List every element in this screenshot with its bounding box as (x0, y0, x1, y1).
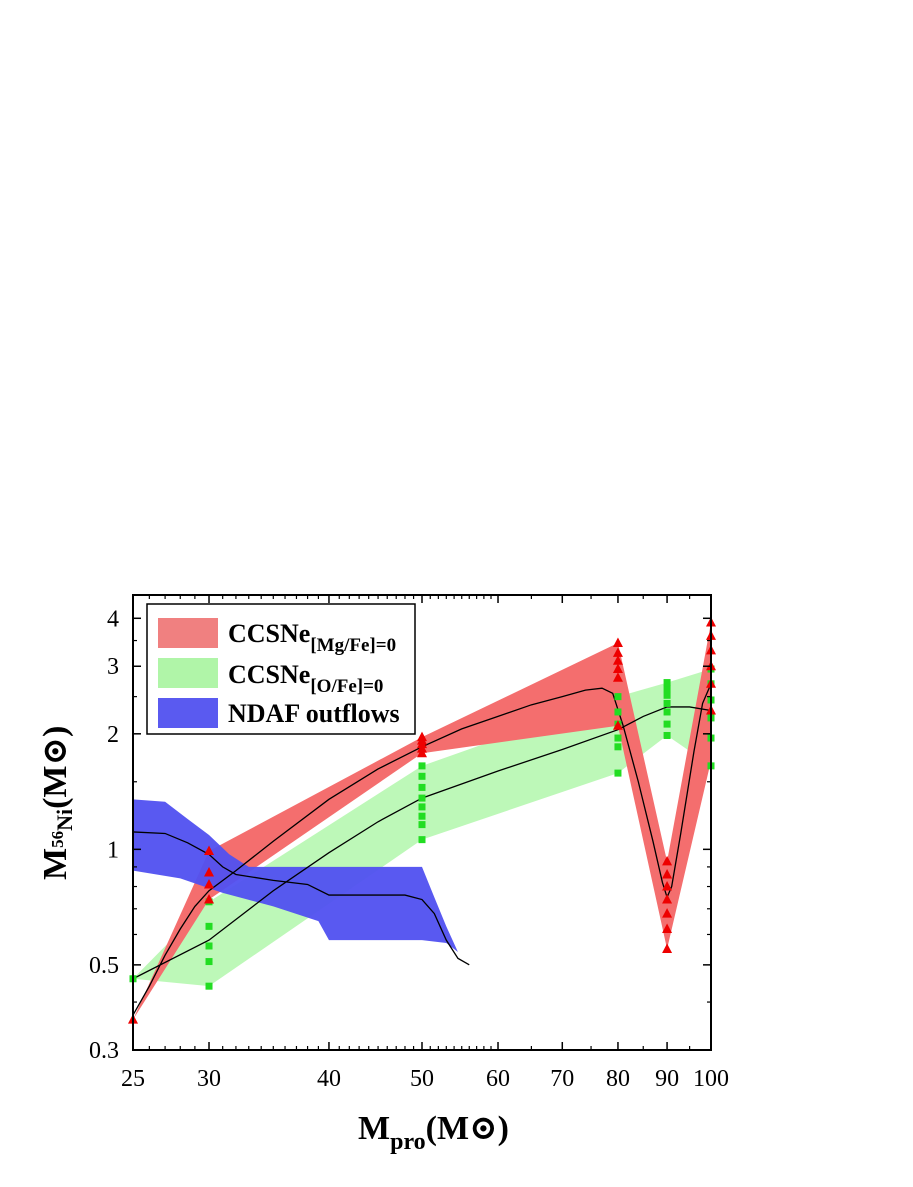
point-mgfe (204, 894, 215, 904)
point-ofe (418, 762, 426, 770)
point-mgfe (662, 908, 673, 918)
y-tick-label: 0.5 (89, 953, 119, 979)
y-axis-title-sup: 56 (48, 831, 67, 848)
legend-swatch-ndaf (158, 698, 218, 728)
point-ofe (663, 685, 671, 693)
x-tick-label: 80 (606, 1066, 630, 1092)
y-axis-title-main: M (37, 848, 74, 880)
x-tick-label: 40 (317, 1066, 341, 1092)
x-tick-label: 100 (693, 1066, 729, 1092)
y-tick-label: 1 (107, 837, 119, 863)
point-mgfe (612, 655, 623, 665)
point-ofe (205, 922, 213, 930)
legend-label-ndaf-main: NDAF outflows (228, 699, 400, 728)
x-tick-label: 50 (410, 1066, 434, 1092)
point-ofe (418, 836, 426, 844)
point-ofe (663, 679, 671, 687)
point-ofe (418, 772, 426, 780)
legend-label-ofe-sub: [O/Fe]=0 (310, 676, 383, 697)
curve-ofe (133, 706, 711, 980)
legend-label-ofe: CCSNe[O/Fe]=0 (228, 660, 383, 697)
curve-ndaf (133, 831, 470, 966)
y-axis-title: M56Ni(M⊙) (37, 726, 77, 880)
x-tick-label: 70 (550, 1066, 574, 1092)
point-mgfe (662, 894, 673, 904)
x-axis-title-unit: (M⊙) (426, 1110, 509, 1147)
legend-label-mgfe: CCSNe[Mg/Fe]=0 (228, 619, 396, 656)
point-mgfe (612, 647, 623, 657)
y-axis-title-unit: (M⊙) (37, 726, 74, 809)
point-ofe (663, 691, 671, 699)
legend-label-mgfe-main: CCSNe (228, 619, 310, 648)
point-mgfe (612, 663, 623, 674)
legend-label-ofe-main: CCSNe (228, 660, 310, 689)
y-tick-label: 4 (107, 606, 119, 632)
point-ofe (663, 731, 671, 739)
point-mgfe (417, 731, 427, 742)
point-mgfe (612, 720, 623, 730)
x-tick-label: 30 (197, 1066, 221, 1092)
point-mgfe (204, 878, 215, 889)
point-ofe (205, 958, 213, 966)
point-ofe (418, 821, 426, 829)
point-mgfe (662, 923, 673, 934)
y-axis-title-sub: Ni (52, 809, 77, 831)
x-axis-title: Mpro(M⊙) (358, 1110, 509, 1155)
point-mgfe (662, 855, 673, 866)
point-mgfe (204, 867, 215, 877)
point-ofe (418, 783, 426, 791)
legend-label-ndaf: NDAF outflows (228, 699, 400, 728)
point-ofe (663, 699, 671, 707)
point-ofe (205, 982, 213, 990)
legend-label-mgfe-sub: [Mg/Fe]=0 (310, 635, 396, 656)
x-axis-title-sub: pro (390, 1129, 426, 1155)
curve-mgfe (133, 683, 711, 1016)
x-tick-label: 25 (121, 1066, 145, 1092)
point-ofe (614, 708, 622, 716)
point-ofe (663, 720, 671, 728)
point-mgfe (662, 881, 673, 891)
point-ofe (418, 794, 426, 802)
legend: CCSNe[Mg/Fe]=0 CCSNe[O/Fe]=0 NDAF outflo… (146, 603, 416, 735)
y-tick-label: 2 (107, 722, 119, 748)
point-mgfe (204, 845, 215, 856)
point-ofe (663, 708, 671, 716)
point-ofe (614, 769, 622, 777)
point-mgfe (662, 868, 673, 879)
point-ofe (614, 693, 622, 701)
point-ofe (418, 803, 426, 811)
point-ofe (205, 942, 213, 950)
point-ofe (614, 743, 622, 751)
x-tick-label: 60 (486, 1066, 510, 1092)
point-ofe (614, 734, 622, 742)
x-axis-title-main: M (358, 1110, 390, 1147)
point-ofe (418, 812, 426, 820)
x-tick-label: 90 (655, 1066, 679, 1092)
legend-swatch-ofe (158, 658, 218, 688)
y-tick-label: 0.3 (89, 1038, 119, 1064)
band-mgfe (133, 622, 711, 1020)
band-ndaf (133, 799, 470, 965)
point-mgfe (662, 943, 673, 953)
y-tick-label: 3 (107, 654, 119, 680)
point-mgfe (612, 637, 623, 647)
legend-swatch-mgfe (158, 618, 218, 648)
point-mgfe (612, 672, 623, 682)
